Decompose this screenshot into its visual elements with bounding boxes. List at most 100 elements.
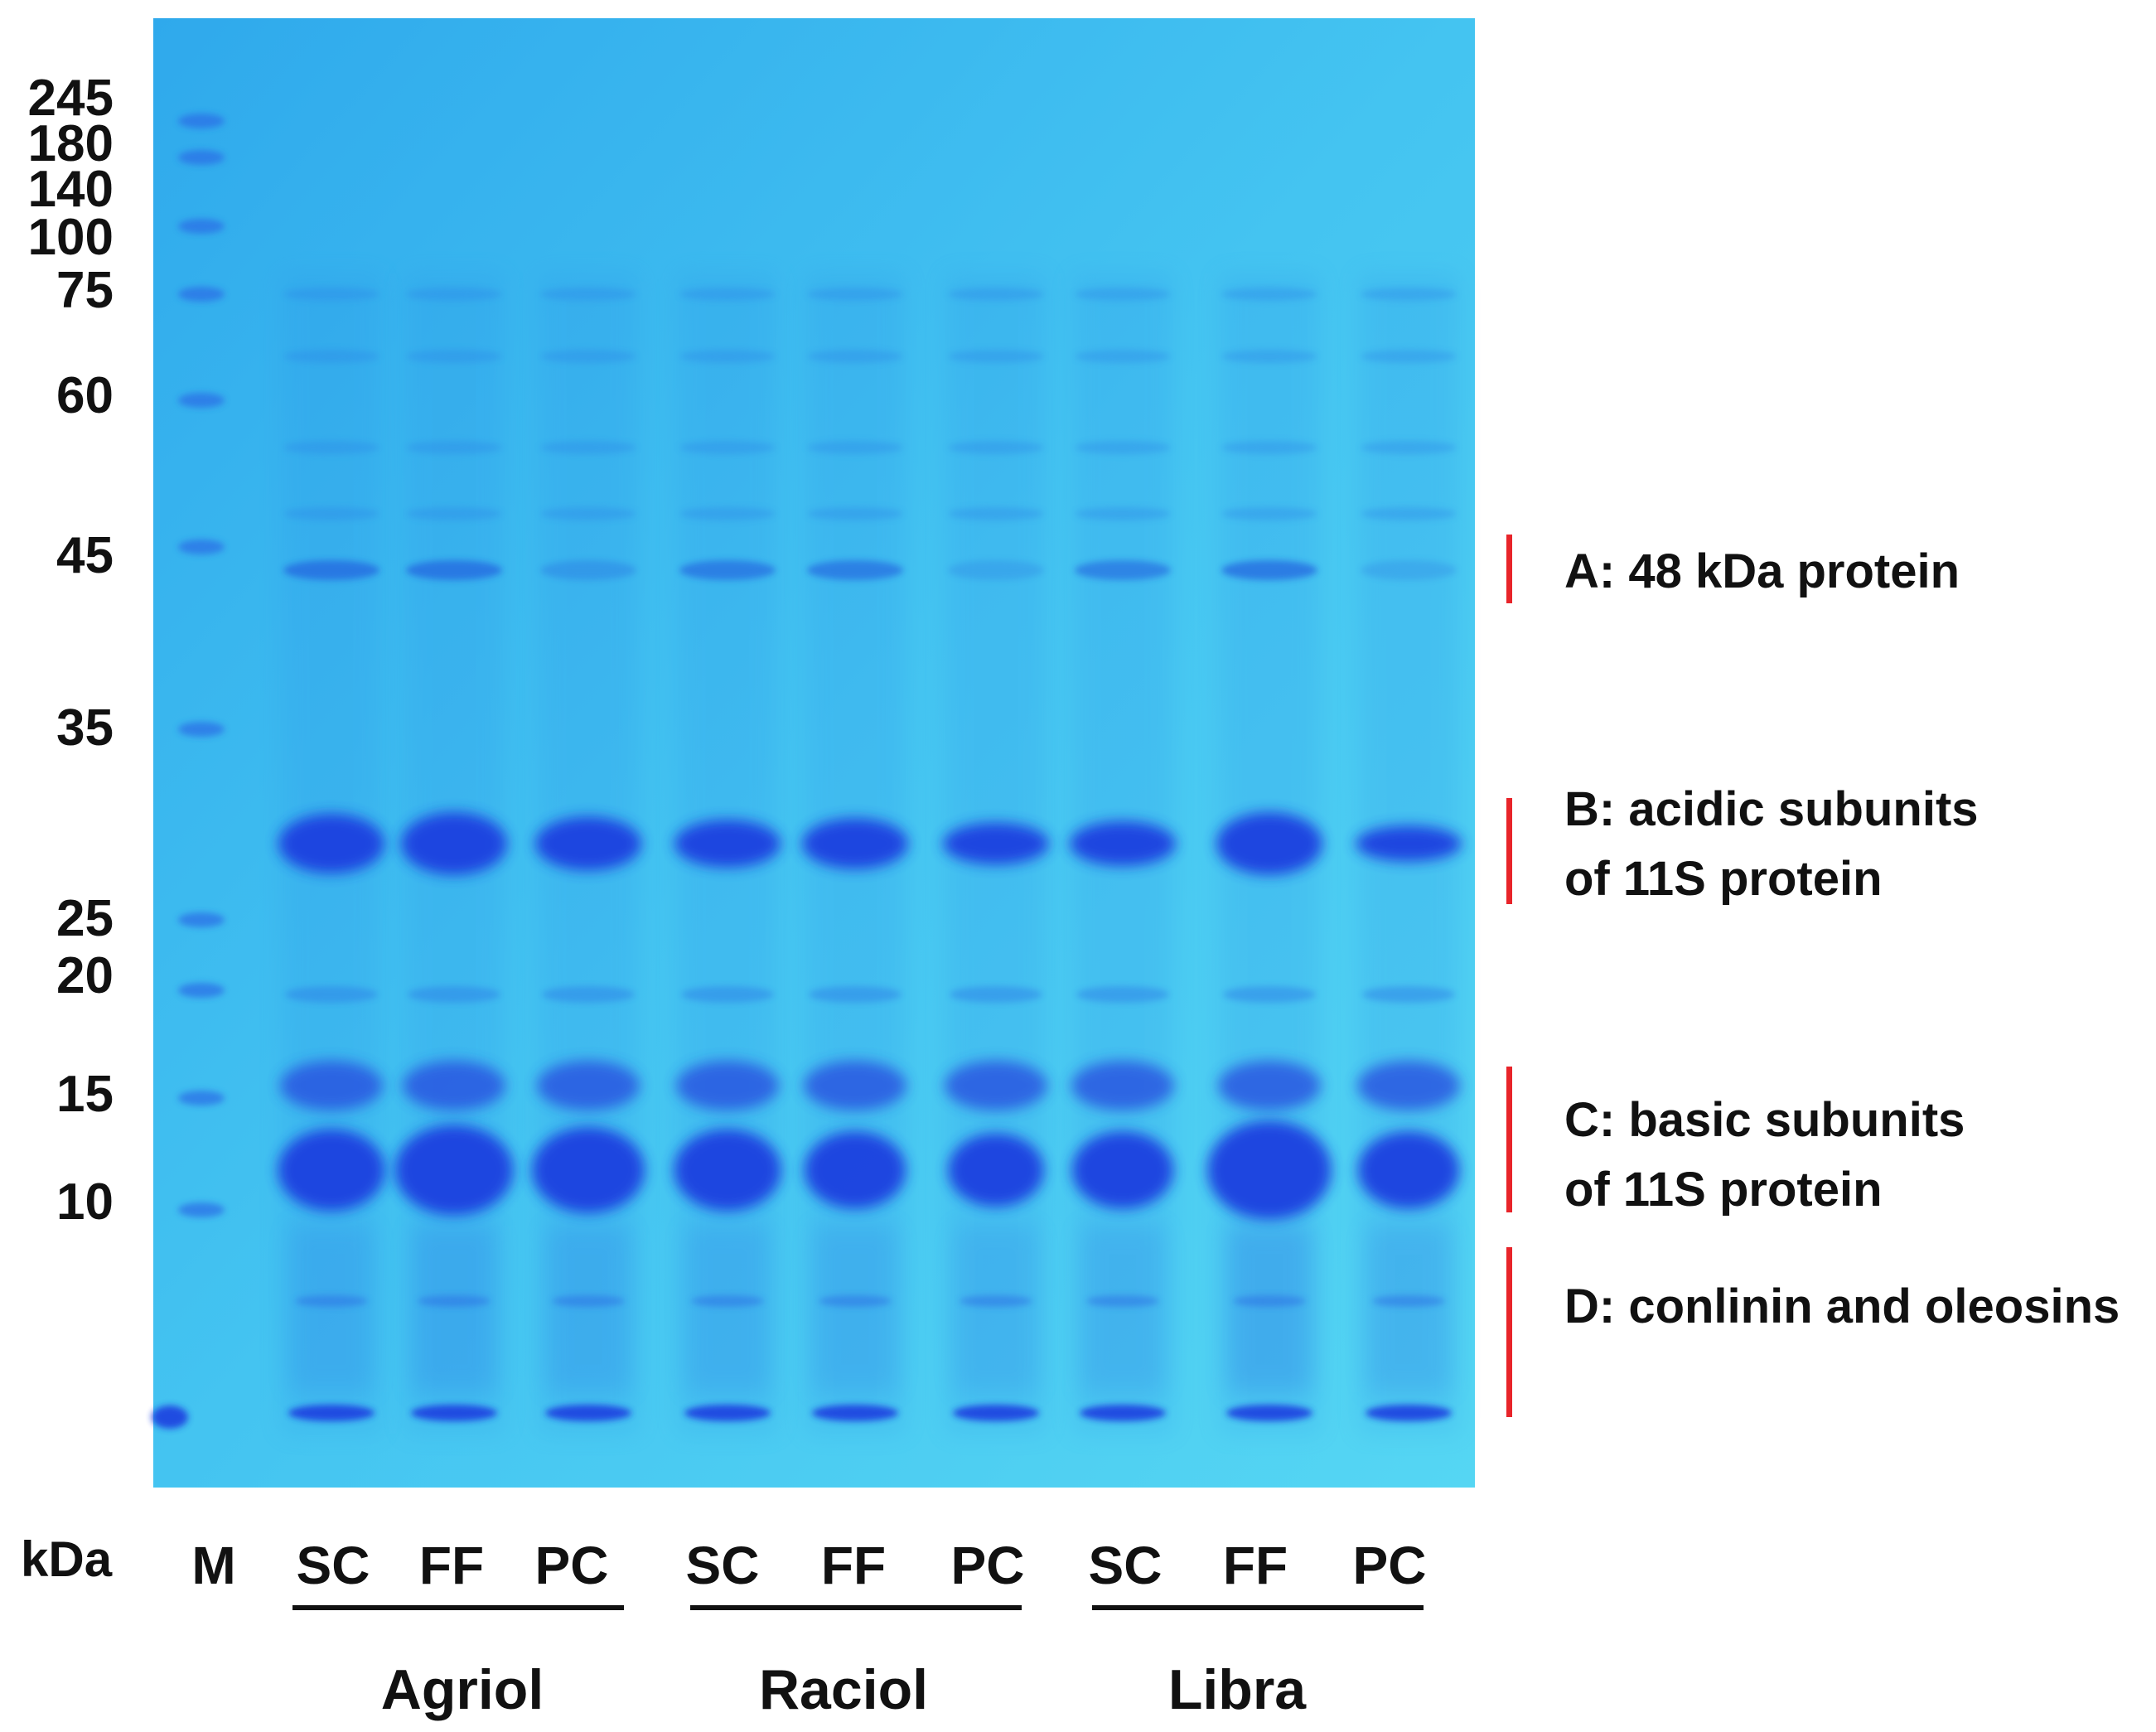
faint-band xyxy=(408,986,500,1003)
faint-band xyxy=(283,507,379,520)
dye-front-band xyxy=(1080,1405,1166,1421)
band-c xyxy=(804,1131,906,1209)
faint-band xyxy=(807,350,903,363)
annotation-bar-a xyxy=(1506,535,1512,603)
dye-front-band xyxy=(953,1405,1039,1421)
ladder-band xyxy=(178,983,225,998)
faint-band xyxy=(819,1295,892,1307)
faint-band xyxy=(809,986,902,1003)
ladder-band xyxy=(178,1091,225,1105)
mw-label-10: 10 xyxy=(56,1173,114,1231)
band-d-smear xyxy=(1228,1226,1311,1392)
mw-label-45: 45 xyxy=(56,527,114,584)
marker-ladder xyxy=(152,114,225,1429)
annotation-d-line1: D: conlinin and oleosins xyxy=(1564,1280,2120,1333)
mw-label-15: 15 xyxy=(56,1066,114,1123)
mw-label-60: 60 xyxy=(56,367,114,424)
ladder-band xyxy=(178,912,225,927)
faint-band xyxy=(679,288,776,301)
dye-front-band xyxy=(812,1405,898,1421)
band-a xyxy=(1221,560,1317,580)
band-c-upper xyxy=(804,1061,906,1110)
faint-band xyxy=(552,1295,625,1307)
faint-band xyxy=(406,441,502,454)
mw-label-100: 100 xyxy=(27,209,114,266)
group-label-raciol: Raciol xyxy=(758,1658,929,1721)
faint-band xyxy=(540,350,636,363)
band-c xyxy=(532,1127,645,1213)
band-c-upper xyxy=(280,1061,383,1110)
band-c xyxy=(394,1125,514,1216)
band-c xyxy=(948,1133,1044,1207)
band-c-upper xyxy=(1357,1061,1460,1110)
dye-front-band xyxy=(684,1405,771,1421)
libra-group-underline xyxy=(1092,1605,1424,1610)
faint-band xyxy=(807,507,903,520)
lane-label-agriol-sc: SC xyxy=(296,1536,370,1595)
faint-band xyxy=(418,1295,491,1307)
mw-label-35: 35 xyxy=(56,699,114,757)
band-b xyxy=(943,822,1049,865)
faint-band xyxy=(681,986,774,1003)
ladder-band xyxy=(178,539,225,554)
faint-band xyxy=(1221,350,1317,363)
band-b xyxy=(535,816,641,871)
band-a xyxy=(406,560,502,580)
faint-band xyxy=(1075,441,1171,454)
dye-front-band xyxy=(288,1405,375,1421)
band-a xyxy=(1075,560,1171,580)
faint-band xyxy=(283,441,379,454)
faint-band xyxy=(406,350,502,363)
dye-front-band xyxy=(545,1405,631,1421)
faint-band xyxy=(1362,986,1455,1003)
faint-band xyxy=(679,507,776,520)
ladder-band xyxy=(178,114,225,128)
agriol-group-underline xyxy=(292,1605,624,1610)
band-d-smear xyxy=(814,1226,897,1392)
dye-front-band xyxy=(1226,1405,1312,1421)
band-c xyxy=(278,1129,385,1212)
faint-band xyxy=(1075,507,1171,520)
annotation-c: C: basic subunits of 11S protein xyxy=(1564,1086,1965,1225)
faint-band xyxy=(1361,441,1457,454)
faint-band xyxy=(1076,986,1169,1003)
annotation-bar-d xyxy=(1506,1247,1512,1417)
faint-band xyxy=(406,288,502,301)
faint-band xyxy=(283,288,379,301)
ladder-band xyxy=(178,219,225,234)
lane-label-libra-ff: FF xyxy=(1222,1536,1288,1595)
ladder-band xyxy=(178,393,225,408)
faint-band xyxy=(960,1295,1032,1307)
faint-band xyxy=(950,986,1042,1003)
faint-band xyxy=(948,441,1044,454)
faint-band xyxy=(948,507,1044,520)
faint-band xyxy=(1361,350,1457,363)
faint-band xyxy=(542,986,635,1003)
annotation-d: D: conlinin and oleosins xyxy=(1564,1272,2120,1342)
band-c xyxy=(1357,1131,1460,1209)
faint-band xyxy=(1221,441,1317,454)
annotation-bar-c xyxy=(1506,1067,1512,1212)
band-c xyxy=(1207,1120,1332,1220)
faint-band xyxy=(1221,507,1317,520)
faint-band xyxy=(406,507,502,520)
ladder-band xyxy=(178,287,225,302)
band-b xyxy=(674,820,781,868)
gel-bands xyxy=(278,288,1462,1421)
faint-band xyxy=(679,441,776,454)
band-b xyxy=(278,814,384,873)
lane-label-raciol-pc: PC xyxy=(950,1536,1025,1595)
ladder-band xyxy=(178,1202,225,1217)
ladder-band xyxy=(178,722,225,737)
annotation-b: B: acidic subunits of 11S protein xyxy=(1564,775,1979,914)
mw-label-245: 245 xyxy=(27,70,114,127)
band-d-smear xyxy=(1367,1226,1450,1392)
faint-band xyxy=(1221,288,1317,301)
faint-band xyxy=(807,288,903,301)
faint-band xyxy=(679,350,776,363)
band-a xyxy=(679,560,776,580)
faint-band xyxy=(540,441,636,454)
faint-band xyxy=(1223,986,1316,1003)
dye-front-band xyxy=(1366,1405,1452,1421)
